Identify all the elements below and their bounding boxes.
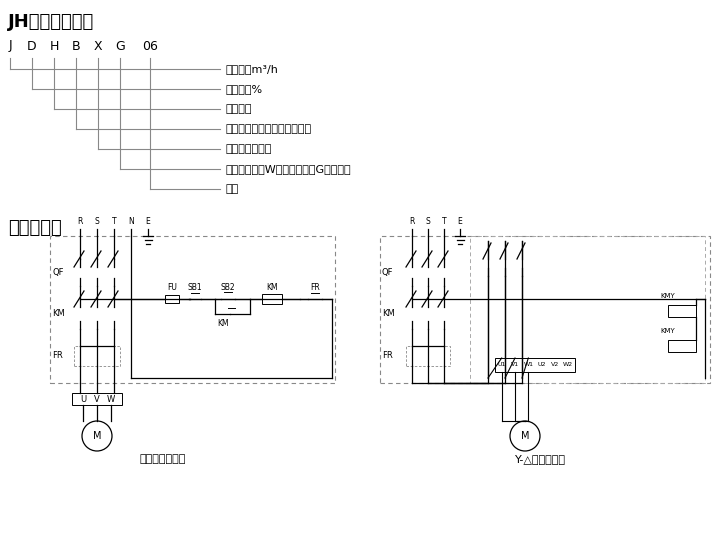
Text: G: G (115, 39, 125, 52)
Text: 额定风量m³/h: 额定风量m³/h (225, 64, 278, 74)
Text: T: T (442, 217, 447, 226)
Text: 直接起动原理图: 直接起动原理图 (140, 454, 186, 464)
Text: 显热回收: 显热回收 (225, 104, 252, 114)
Text: E: E (146, 217, 150, 226)
Text: U1: U1 (497, 362, 506, 367)
Text: KM: KM (52, 308, 65, 318)
Text: 电器接线图: 电器接线图 (8, 219, 62, 237)
Text: M: M (93, 431, 102, 441)
Text: FR: FR (382, 352, 393, 360)
FancyBboxPatch shape (262, 294, 282, 304)
Text: KMY: KMY (660, 293, 675, 299)
Text: N: N (128, 217, 134, 226)
FancyBboxPatch shape (668, 340, 696, 352)
Text: U2: U2 (537, 362, 546, 367)
Text: R: R (410, 217, 415, 226)
Text: 节能新风换气机: 节能新风换气机 (225, 144, 271, 154)
Text: W: W (107, 394, 115, 404)
Text: W2: W2 (563, 362, 573, 367)
Text: FR: FR (52, 352, 63, 360)
Text: KMY: KMY (660, 328, 675, 334)
Text: QF: QF (52, 268, 64, 277)
Text: S: S (426, 217, 431, 226)
Text: 金属: 金属 (225, 184, 239, 194)
Text: D: D (28, 39, 37, 52)
FancyBboxPatch shape (668, 305, 696, 317)
Text: R: R (78, 217, 83, 226)
Text: SB1: SB1 (188, 283, 202, 292)
Text: 高效回收%: 高效回收% (225, 84, 262, 94)
Text: M: M (521, 431, 529, 441)
Text: X: X (94, 39, 102, 52)
Text: V2: V2 (551, 362, 559, 367)
Text: B: B (72, 39, 80, 52)
FancyBboxPatch shape (72, 393, 122, 405)
Text: FU: FU (167, 283, 177, 292)
Text: V: V (94, 394, 100, 404)
FancyBboxPatch shape (495, 358, 575, 372)
Text: E: E (457, 217, 463, 226)
Text: KM: KM (382, 309, 394, 319)
Text: V1: V1 (511, 362, 519, 367)
Text: S: S (95, 217, 99, 226)
FancyBboxPatch shape (165, 295, 179, 303)
Text: T: T (112, 217, 116, 226)
Text: JH系列型号命名: JH系列型号命名 (8, 13, 94, 31)
Text: W1: W1 (523, 362, 534, 367)
Text: SB2: SB2 (220, 283, 236, 292)
Text: U: U (80, 394, 86, 404)
Text: 表示吊顶式，W表示外挂式，G表示柜式: 表示吊顶式，W表示外挂式，G表示柜式 (225, 164, 351, 174)
Text: QF: QF (382, 268, 394, 277)
Text: KM: KM (266, 283, 278, 292)
Text: 06: 06 (142, 39, 158, 52)
Text: J: J (8, 39, 12, 52)
Text: FR: FR (310, 283, 320, 292)
Text: 表示带表冷器，不带时不标注: 表示带表冷器，不带时不标注 (225, 124, 311, 134)
Text: Y-△起动原理图: Y-△起动原理图 (515, 454, 566, 464)
Text: KM: KM (218, 319, 229, 328)
Text: H: H (49, 39, 59, 52)
